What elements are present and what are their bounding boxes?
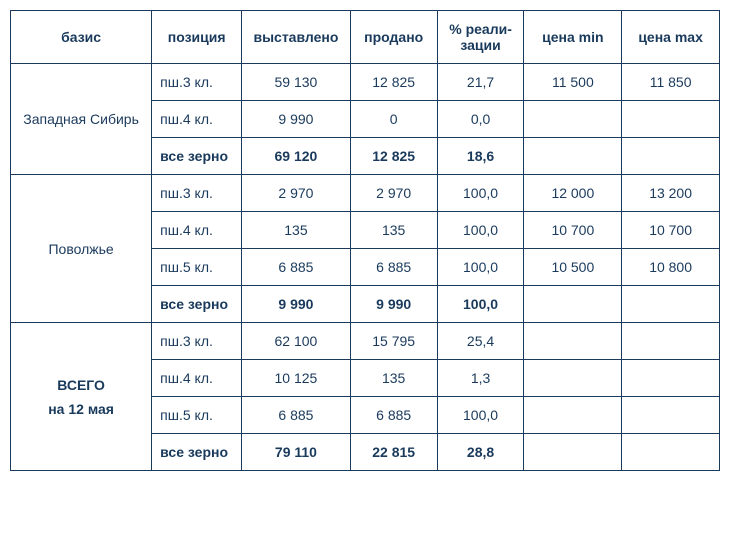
sold-cell: 22 815 [350, 434, 437, 471]
table-body: Западная Сибирьпш.3 кл.59 13012 82521,71… [11, 64, 720, 471]
pct-cell: 18,6 [437, 138, 524, 175]
min-cell [524, 434, 622, 471]
min-cell [524, 323, 622, 360]
max-cell [622, 101, 720, 138]
sold-cell: 12 825 [350, 64, 437, 101]
sold-cell: 15 795 [350, 323, 437, 360]
basis-line2: на 12 мая [17, 401, 145, 417]
offered-cell: 2 970 [242, 175, 351, 212]
pct-cell: 1,3 [437, 360, 524, 397]
col-pct-line1: % реали- [449, 21, 512, 37]
max-cell: 13 200 [622, 175, 720, 212]
min-cell: 10 700 [524, 212, 622, 249]
offered-cell: 6 885 [242, 397, 351, 434]
max-cell [622, 323, 720, 360]
pct-cell: 100,0 [437, 286, 524, 323]
sold-cell: 0 [350, 101, 437, 138]
offered-cell: 79 110 [242, 434, 351, 471]
min-cell [524, 101, 622, 138]
col-offered: выставлено [242, 11, 351, 64]
sold-cell: 135 [350, 360, 437, 397]
min-cell [524, 397, 622, 434]
pct-cell: 100,0 [437, 175, 524, 212]
sold-cell: 6 885 [350, 397, 437, 434]
col-price-max: цена max [622, 11, 720, 64]
min-cell [524, 360, 622, 397]
min-cell: 10 500 [524, 249, 622, 286]
position-cell: пш.3 кл. [152, 64, 242, 101]
table-row: ВСЕГОна 12 маяпш.3 кл.62 10015 79525,4 [11, 323, 720, 360]
pct-cell: 100,0 [437, 249, 524, 286]
col-basis: базис [11, 11, 152, 64]
max-cell [622, 138, 720, 175]
basis-line1: ВСЕГО [17, 377, 145, 393]
col-sold: продано [350, 11, 437, 64]
max-cell [622, 360, 720, 397]
min-cell: 12 000 [524, 175, 622, 212]
basis-cell: Поволжье [11, 175, 152, 323]
position-cell: пш.3 кл. [152, 175, 242, 212]
pct-cell: 21,7 [437, 64, 524, 101]
position-cell: все зерно [152, 434, 242, 471]
position-cell: пш.4 кл. [152, 212, 242, 249]
pct-cell: 100,0 [437, 397, 524, 434]
col-pct-line2: зации [460, 37, 500, 53]
position-cell: пш.3 кл. [152, 323, 242, 360]
max-cell: 10 700 [622, 212, 720, 249]
position-cell: пш.5 кл. [152, 249, 242, 286]
min-cell [524, 138, 622, 175]
col-pct: % реали- зации [437, 11, 524, 64]
min-cell: 11 500 [524, 64, 622, 101]
sold-cell: 2 970 [350, 175, 437, 212]
offered-cell: 135 [242, 212, 351, 249]
offered-cell: 9 990 [242, 101, 351, 138]
offered-cell: 9 990 [242, 286, 351, 323]
pct-cell: 0,0 [437, 101, 524, 138]
max-cell: 11 850 [622, 64, 720, 101]
max-cell: 10 800 [622, 249, 720, 286]
offered-cell: 6 885 [242, 249, 351, 286]
offered-cell: 59 130 [242, 64, 351, 101]
pct-cell: 100,0 [437, 212, 524, 249]
max-cell [622, 397, 720, 434]
pct-cell: 25,4 [437, 323, 524, 360]
position-cell: пш.4 кл. [152, 101, 242, 138]
sold-cell: 12 825 [350, 138, 437, 175]
header-row: базис позиция выставлено продано % реали… [11, 11, 720, 64]
grain-sales-table: базис позиция выставлено продано % реали… [10, 10, 720, 471]
col-position: позиция [152, 11, 242, 64]
offered-cell: 10 125 [242, 360, 351, 397]
table-row: Западная Сибирьпш.3 кл.59 13012 82521,71… [11, 64, 720, 101]
sold-cell: 6 885 [350, 249, 437, 286]
offered-cell: 69 120 [242, 138, 351, 175]
max-cell [622, 286, 720, 323]
position-cell: пш.4 кл. [152, 360, 242, 397]
min-cell [524, 286, 622, 323]
col-price-min: цена min [524, 11, 622, 64]
position-cell: все зерно [152, 138, 242, 175]
sold-cell: 9 990 [350, 286, 437, 323]
basis-cell: Западная Сибирь [11, 64, 152, 175]
offered-cell: 62 100 [242, 323, 351, 360]
sold-cell: 135 [350, 212, 437, 249]
basis-cell: ВСЕГО на 12 мая [11, 323, 152, 471]
max-cell [622, 434, 720, 471]
position-cell: пш.5 кл. [152, 397, 242, 434]
pct-cell: 28,8 [437, 434, 524, 471]
position-cell: все зерно [152, 286, 242, 323]
table-row: Поволжьепш.3 кл.2 9702 970100,012 00013 … [11, 175, 720, 212]
